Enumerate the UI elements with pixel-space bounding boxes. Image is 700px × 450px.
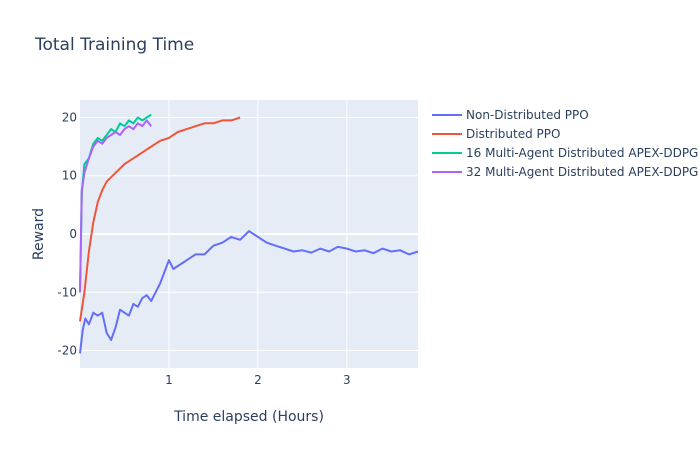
- legend-item-1[interactable]: Non-Distributed PPO: [432, 108, 589, 122]
- x-tick-label: 2: [254, 373, 262, 387]
- y-tick-label: 0: [69, 227, 77, 241]
- legend-item-3[interactable]: 16 Multi-Agent Distributed APEX-DDPG: [432, 146, 698, 160]
- y-tick-labels: -20 -10 0 10 20: [57, 110, 77, 357]
- legend: Non-Distributed PPO Distributed PPO 16 Mul…: [432, 108, 698, 179]
- y-tick-label: 10: [62, 169, 77, 183]
- grid-lines: [80, 100, 418, 368]
- y-tick-label: 20: [62, 110, 77, 124]
- x-tick-label: 3: [343, 373, 351, 387]
- series-lines: [79, 113, 419, 354]
- legend-label: Distributed PPO: [466, 127, 560, 141]
- y-axis-label: Reward: [31, 208, 47, 260]
- series-line-4: [79, 119, 152, 293]
- legend-item-2[interactable]: Distributed PPO: [432, 127, 560, 141]
- y-tick-label: -20: [57, 344, 77, 358]
- x-tick-label: 1: [165, 373, 173, 387]
- y-tick-label: -10: [57, 285, 77, 299]
- x-axis-label: Time elapsed (Hours): [173, 409, 324, 425]
- legend-label: 16 Multi-Agent Distributed APEX-DDPG: [466, 146, 698, 160]
- series-line-2: [79, 116, 241, 322]
- legend-label: 32 Multi-Agent Distributed APEX-DDPG: [466, 165, 698, 179]
- x-tick-labels: 1 2 3: [165, 373, 351, 387]
- chart-title: Total Training Time: [34, 35, 194, 55]
- legend-item-4[interactable]: 32 Multi-Agent Distributed APEX-DDPG: [432, 165, 698, 179]
- series-line-1: [79, 230, 419, 354]
- legend-label: Non-Distributed PPO: [466, 108, 589, 122]
